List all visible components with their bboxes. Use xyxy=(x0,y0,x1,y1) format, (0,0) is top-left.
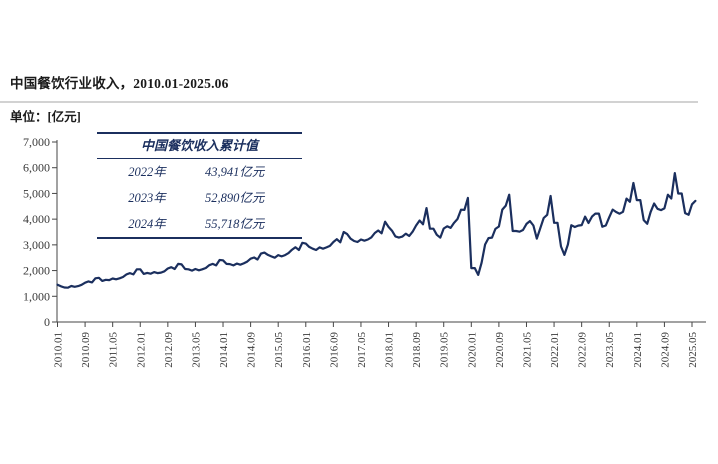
svg-text:0: 0 xyxy=(44,315,50,329)
svg-text:2024.09: 2024.09 xyxy=(659,332,671,368)
svg-text:2016.09: 2016.09 xyxy=(328,332,340,368)
svg-text:2025.05: 2025.05 xyxy=(687,332,699,368)
y-axis-labels: 0 1,000 2,000 3,000 4,000 5,000 6,000 7,000 xyxy=(23,135,50,329)
svg-text:1,000: 1,000 xyxy=(23,289,50,303)
svg-text:2015.05: 2015.05 xyxy=(273,332,285,368)
y-axis-ticks xyxy=(52,141,58,323)
svg-text:7,000: 7,000 xyxy=(23,135,50,149)
table-value: 55,718亿元 xyxy=(205,217,265,231)
revenue-series-line xyxy=(56,172,697,289)
svg-text:3,000: 3,000 xyxy=(23,238,50,252)
table-row: 2023年 52,890亿元 xyxy=(97,185,302,211)
svg-text:2017.05: 2017.05 xyxy=(356,332,368,368)
table-year: 2022年 xyxy=(128,165,166,179)
page-title: 中国餐饮行业收入，2010.01-2025.06 xyxy=(10,76,229,91)
svg-text:2024.01: 2024.01 xyxy=(632,332,644,368)
svg-text:2014.09: 2014.09 xyxy=(246,332,258,368)
svg-text:5,000: 5,000 xyxy=(23,186,50,200)
svg-text:2014.01: 2014.01 xyxy=(218,332,230,368)
x-axis-labels: 2010.01 2010.09 2011.05 2012.01 2012.09 2013.… xyxy=(53,332,700,368)
svg-text:2016.01: 2016.01 xyxy=(301,332,313,368)
table-row: 2022年 43,941亿元 xyxy=(97,159,302,185)
x-axis-ticks xyxy=(57,322,693,327)
title-divider xyxy=(0,101,698,103)
svg-text:2012.01: 2012.01 xyxy=(135,332,147,368)
svg-text:2010.01: 2010.01 xyxy=(53,332,65,368)
svg-text:2020.01: 2020.01 xyxy=(466,332,478,368)
svg-text:2,000: 2,000 xyxy=(23,264,50,278)
table-value: 52,890亿元 xyxy=(205,191,265,205)
unit-label: 单位：[亿元] xyxy=(10,110,81,124)
svg-text:2021.05: 2021.05 xyxy=(521,332,533,368)
svg-text:2022.01: 2022.01 xyxy=(549,332,561,368)
svg-text:2010.09: 2010.09 xyxy=(80,332,92,368)
svg-text:2019.05: 2019.05 xyxy=(439,332,451,368)
svg-text:2018.09: 2018.09 xyxy=(411,332,423,368)
svg-text:2023.05: 2023.05 xyxy=(604,332,616,368)
svg-text:4,000: 4,000 xyxy=(23,212,50,226)
svg-text:2018.01: 2018.01 xyxy=(384,332,396,368)
table-row: 2024年 55,718亿元 xyxy=(97,211,302,237)
table-header: 中国餐饮收入累计值 xyxy=(97,134,302,159)
svg-text:2011.05: 2011.05 xyxy=(108,332,120,368)
table-year: 2024年 xyxy=(128,217,166,231)
cumulative-revenue-table: 中国餐饮收入累计值 2022年 43,941亿元 2023年 52,890亿元 … xyxy=(97,132,302,239)
svg-text:2012.09: 2012.09 xyxy=(163,332,175,368)
svg-text:6,000: 6,000 xyxy=(23,161,50,175)
table-value: 43,941亿元 xyxy=(205,165,265,179)
svg-text:2020.09: 2020.09 xyxy=(494,332,506,368)
svg-text:2013.05: 2013.05 xyxy=(190,332,202,368)
svg-text:2022.09: 2022.09 xyxy=(577,332,589,368)
table-year: 2023年 xyxy=(128,191,166,205)
